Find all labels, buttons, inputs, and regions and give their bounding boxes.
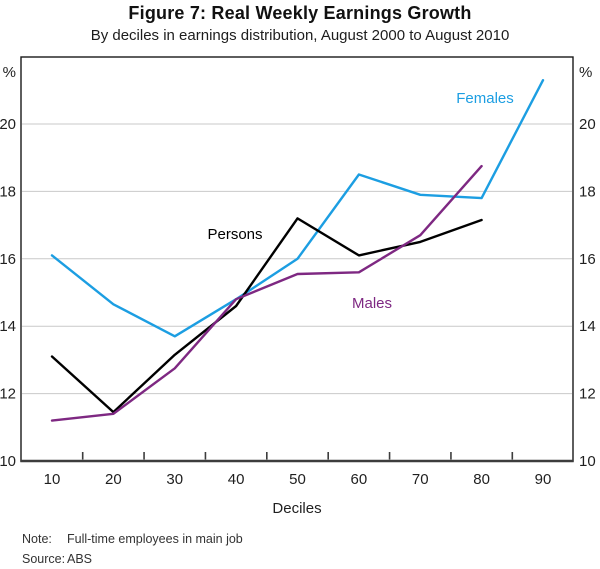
y-tick-label-left: 20 (0, 116, 16, 133)
x-axis-title: Deciles (272, 500, 321, 517)
y-tick-label-right: 20 (579, 116, 596, 133)
series-label-males: Males (352, 295, 392, 312)
source-row: Source: ABS (22, 552, 92, 566)
y-tick-label-right: 18 (579, 183, 596, 200)
series-line-persons (50, 217, 483, 414)
x-tick-label: 20 (105, 471, 122, 488)
x-tick-label: 60 (351, 471, 368, 488)
y-tick-label-left: 16 (0, 251, 16, 268)
note-text: Full-time employees in main job (67, 532, 243, 546)
x-tick-label: 70 (412, 471, 429, 488)
series-line-females (50, 78, 545, 338)
earnings-growth-line-chart: 10 10 12 12 14 14 16 16 18 18 20 20% % 10 20 30 40 50 60 70… (0, 56, 596, 517)
y-tick-label-left: 12 (0, 386, 16, 403)
y-tick-label-left: 18 (0, 183, 16, 200)
note-row: Note: Full-time employees in main job (22, 532, 243, 546)
series-label-females: Females (456, 90, 514, 107)
y-tick-label-left: 10 (0, 453, 16, 470)
x-tick-label: 10 (44, 471, 61, 488)
x-tick-label: 30 (166, 471, 183, 488)
y-tick-label-right: 12 (579, 386, 596, 403)
x-tick-label: 50 (289, 471, 306, 488)
x-tick-label: 90 (535, 471, 552, 488)
source-text: ABS (67, 552, 93, 566)
chart-title: Figure 7: Real Weekly Earnings Growth (128, 3, 472, 23)
y-unit-label-left: % (3, 64, 16, 81)
series-line-males (50, 164, 483, 422)
y-unit-label-right: % (579, 64, 592, 81)
note-label: Note: (22, 532, 52, 546)
x-tick-label: 80 (473, 471, 490, 488)
source-label: Source: (22, 552, 66, 566)
y-tick-label-right: 16 (579, 251, 596, 268)
chart-subtitle: By deciles in earnings distribution, Aug… (90, 27, 510, 44)
y-tick-label-left: 14 (0, 318, 16, 335)
series-label-persons: Persons (207, 226, 262, 243)
y-tick-label-right: 10 (579, 453, 596, 470)
y-tick-label-right: 14 (579, 318, 596, 335)
x-tick-label: 40 (228, 471, 245, 488)
